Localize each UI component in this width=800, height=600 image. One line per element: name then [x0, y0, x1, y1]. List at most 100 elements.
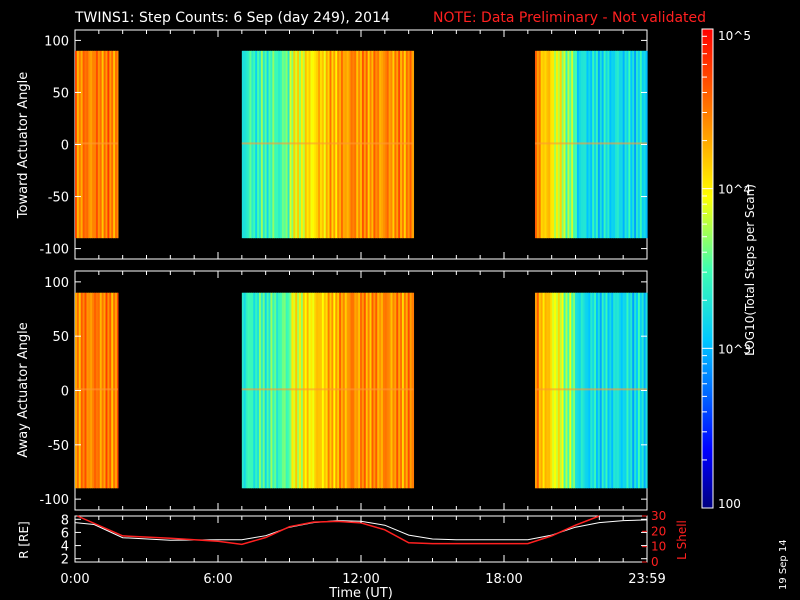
y-tick-label: 30: [651, 509, 666, 523]
heatmap-column: [281, 292, 285, 489]
heatmap-column: [573, 50, 576, 239]
heatmap-column: [339, 50, 342, 239]
heatmap-column: [84, 50, 88, 239]
x-tick-label: 6:00: [203, 572, 232, 587]
heatmap-column: [371, 50, 374, 239]
heatmap-column: [314, 50, 317, 239]
heatmap-column: [340, 292, 344, 489]
x-axis-label: Time (UT): [328, 586, 393, 600]
y-tick-label: 100: [44, 276, 69, 291]
heatmap-column: [371, 292, 374, 489]
zero-angle-band: [241, 388, 414, 391]
heatmap-column: [356, 50, 359, 239]
heatmap-column: [92, 50, 95, 239]
heatmap-column: [390, 50, 394, 239]
heatmap-column: [542, 50, 546, 239]
heatmap-column: [392, 50, 395, 239]
heatmap-column: [247, 292, 251, 489]
heatmap-column: [403, 50, 407, 239]
heatmap-column: [80, 292, 84, 489]
heatmap-column: [407, 292, 411, 489]
heatmap-column: [575, 50, 578, 239]
heatmap-column: [597, 292, 601, 489]
heatmap-column: [105, 292, 109, 489]
heatmap-column: [255, 292, 258, 489]
heatmap-column: [312, 50, 315, 239]
heatmap-column: [396, 50, 399, 239]
heatmap-column: [276, 50, 279, 239]
colorbar-ticks: 10^5 10^4 10^3 100: [702, 28, 751, 511]
heatmap-column: [251, 292, 254, 489]
heatmap-column: [308, 292, 312, 489]
heatmap-column: [251, 50, 254, 239]
heatmap-column: [618, 50, 622, 239]
heatmap-column: [316, 50, 319, 239]
heatmap-column: [88, 50, 91, 239]
heatmap-column: [320, 50, 323, 239]
heatmap-column: [563, 292, 567, 489]
heatmap-column: [358, 292, 361, 489]
heatmap-column: [90, 50, 93, 239]
heatmap-column: [94, 292, 97, 489]
heatmap-column: [559, 50, 563, 239]
heatmap-column: [552, 50, 555, 239]
heatmap-column: [615, 50, 618, 239]
heatmap-column: [88, 292, 91, 489]
x-tick-label: 18:00: [485, 572, 522, 587]
heatmap-column: [576, 292, 580, 489]
heatmap-column: [616, 50, 620, 239]
heatmap-column: [283, 50, 287, 239]
heatmap-column: [607, 50, 610, 239]
heatmap-column: [95, 50, 99, 239]
heatmap-column: [582, 50, 586, 239]
heatmap-column: [115, 292, 118, 489]
y-tick-label: 20: [651, 524, 666, 538]
heatmap-column: [557, 292, 561, 489]
heatmap-column: [331, 292, 334, 489]
y-tick-label: -100: [39, 493, 69, 508]
heatmap-column: [103, 50, 107, 239]
panel-away-yticks: 100 50 0 -50 -100: [39, 276, 647, 508]
heatmap-column: [609, 50, 612, 239]
heatmap-column: [321, 50, 325, 239]
heatmap-column: [384, 50, 388, 239]
heatmap-column: [401, 292, 405, 489]
heatmap-column: [567, 50, 570, 239]
heatmap-column: [279, 292, 283, 489]
heatmap-column: [340, 50, 344, 239]
y-tick-label: -100: [39, 243, 69, 258]
heatmap-column: [620, 292, 624, 489]
heatmap-column: [626, 292, 630, 489]
heatmap-column: [550, 50, 553, 239]
heatmap-column: [365, 292, 369, 489]
heatmap-column: [569, 50, 572, 239]
panel-toward-ylabel: Toward Actuator Angle: [16, 72, 31, 219]
heatmap-column: [278, 50, 281, 239]
heatmap-column: [299, 50, 302, 239]
heatmap-column: [258, 50, 262, 239]
heatmap-column: [291, 50, 294, 239]
heatmap-column: [257, 292, 260, 489]
heatmap-column: [86, 292, 89, 489]
heatmap-column: [628, 292, 631, 489]
heatmap-column: [300, 292, 304, 489]
heatmap-column: [398, 50, 401, 239]
heatmap-column: [331, 50, 334, 239]
heatmap-column: [325, 50, 329, 239]
heatmap-column: [616, 292, 620, 489]
heatmap-column: [260, 50, 264, 239]
heatmap-column: [107, 50, 110, 239]
heatmap-column: [255, 50, 258, 239]
heatmap-column: [400, 292, 403, 489]
heatmap-column: [356, 292, 359, 489]
colorbar-tick-label: 100: [718, 497, 741, 511]
heatmap-column: [403, 292, 407, 489]
heatmap-column: [111, 50, 114, 239]
heatmap-column: [308, 50, 312, 239]
heatmap-column: [241, 50, 245, 239]
heatmap-column: [333, 50, 336, 239]
heatmap-column: [97, 50, 101, 239]
